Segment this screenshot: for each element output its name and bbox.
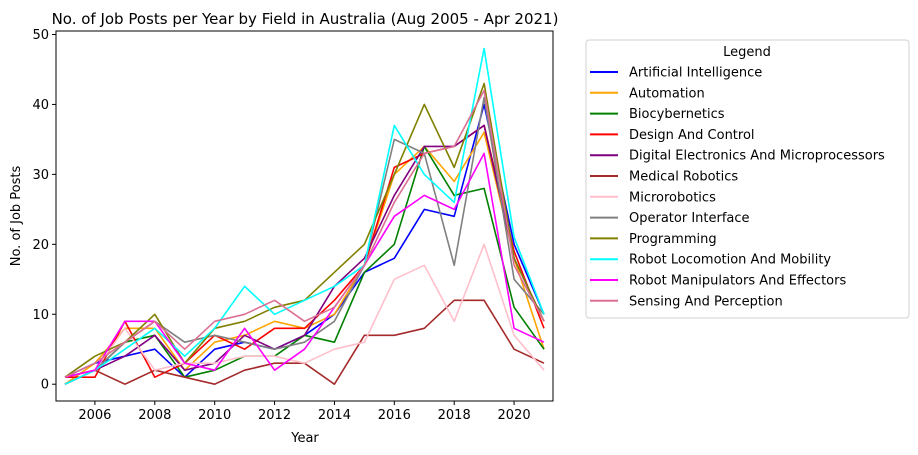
x-tick-label: 2006 xyxy=(78,408,111,423)
series-lines xyxy=(64,47,545,386)
x-tick-label: 2020 xyxy=(498,408,531,423)
legend-label: Artificial Intelligence xyxy=(629,66,762,81)
x-tick-label: 2008 xyxy=(138,408,171,423)
x-tick-label: 2010 xyxy=(198,408,231,423)
legend-frame xyxy=(585,39,910,319)
legend: Legend Artificial Intelligence Automation… xyxy=(585,39,910,319)
legend-item: Biocybernetics xyxy=(590,107,725,122)
x-axis: 2006 2008 2010 2012 2014 2016 2018 2020 xyxy=(78,401,531,423)
y-tick-label: 20 xyxy=(32,238,49,253)
series-line-10 xyxy=(64,152,545,378)
x-tick-label: 2018 xyxy=(438,408,471,423)
series-line-9 xyxy=(64,47,545,385)
legend-item: Digital Electronics And Microprocessors xyxy=(590,149,885,164)
y-tick-label: 40 xyxy=(32,98,49,113)
legend-item: Microrobotics xyxy=(590,190,716,205)
x-tick-label: 2014 xyxy=(318,408,351,423)
y-tick-label: 50 xyxy=(32,28,49,43)
legend-item: Design And Control xyxy=(590,128,755,143)
legend-item: Sensing And Perception xyxy=(590,294,783,309)
legend-label: Operator Interface xyxy=(629,211,750,226)
legend-item: Automation xyxy=(590,86,705,101)
y-tick-label: 30 xyxy=(32,168,49,183)
y-axis: 0 10 20 30 40 50 xyxy=(32,28,56,393)
legend-items: Artificial Intelligence Automation Biocybe… xyxy=(590,66,885,309)
legend-label: Automation xyxy=(629,86,705,101)
legend-label: Medical Robotics xyxy=(629,170,738,185)
legend-item: Robot Locomotion And Mobility xyxy=(590,253,831,268)
legend-label: Design And Control xyxy=(629,128,755,143)
x-tick-label: 2016 xyxy=(378,408,411,423)
legend-item: Programming xyxy=(590,232,717,247)
plot-area-frame xyxy=(55,30,554,402)
x-axis-label: Year xyxy=(290,431,319,446)
legend-item: Robot Manipulators And Effectors xyxy=(590,274,846,289)
series-line-11 xyxy=(64,89,545,378)
legend-label: Robot Locomotion And Mobility xyxy=(629,253,831,268)
y-axis-label: No. of Job Posts xyxy=(9,166,24,267)
chart-title: No. of Job Posts per Year by Field in Au… xyxy=(52,10,559,28)
y-tick-label: 10 xyxy=(32,308,49,323)
legend-label: Biocybernetics xyxy=(629,107,725,122)
y-tick-label: 0 xyxy=(41,378,49,393)
series-line-0 xyxy=(64,103,545,379)
legend-label: Digital Electronics And Microprocessors xyxy=(629,149,885,164)
legend-item: Medical Robotics xyxy=(590,170,738,185)
legend-label: Robot Manipulators And Effectors xyxy=(629,274,846,289)
legend-item: Operator Interface xyxy=(590,211,750,226)
series-line-6 xyxy=(64,243,545,385)
legend-item: Artificial Intelligence xyxy=(590,66,762,81)
legend-label: Sensing And Perception xyxy=(629,294,783,309)
legend-title: Legend xyxy=(723,45,771,60)
series-line-1 xyxy=(64,131,545,385)
legend-label: Programming xyxy=(629,232,717,247)
x-tick-label: 2012 xyxy=(258,408,291,423)
legend-label: Microrobotics xyxy=(629,190,716,205)
